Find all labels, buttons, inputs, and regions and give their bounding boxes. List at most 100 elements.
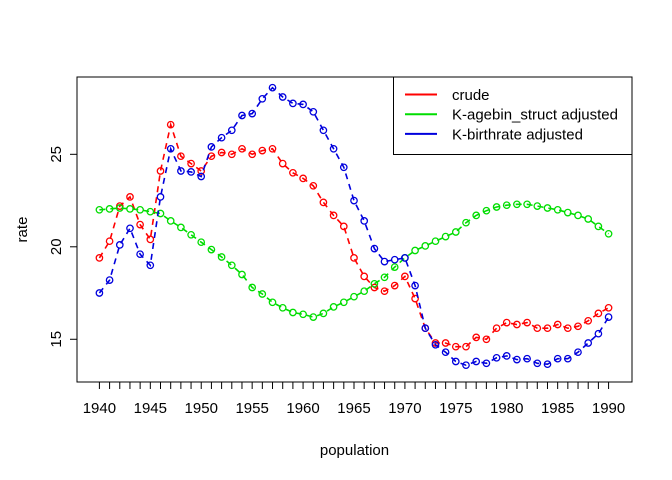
data-point-marker xyxy=(309,181,318,190)
data-point-marker xyxy=(289,99,297,108)
data-point-marker xyxy=(126,205,134,213)
data-point-marker xyxy=(462,218,470,227)
data-point-marker xyxy=(360,287,369,296)
data-point-marker xyxy=(401,272,409,281)
data-point-marker xyxy=(268,83,277,92)
data-point-marker xyxy=(227,261,236,270)
legend-label: K-agebin_struct adjusted xyxy=(452,107,618,124)
data-point-marker xyxy=(329,211,338,220)
data-point-marker xyxy=(492,324,501,333)
data-point-marker xyxy=(574,211,582,220)
data-point-marker xyxy=(594,309,603,318)
data-point-marker xyxy=(594,329,603,338)
data-point-marker xyxy=(502,318,511,327)
y-tick-label: 25 xyxy=(48,146,65,163)
data-point-marker xyxy=(370,283,379,292)
data-point-marker xyxy=(360,217,369,225)
data-point-marker xyxy=(217,148,226,157)
data-point-marker xyxy=(350,292,358,301)
data-point-marker xyxy=(543,204,552,212)
x-tick-label: 1970 xyxy=(388,400,421,417)
data-point-marker xyxy=(95,205,104,214)
x-tick-label: 1980 xyxy=(490,400,523,417)
data-point-marker xyxy=(563,354,572,363)
data-point-marker xyxy=(105,205,114,213)
data-point-marker xyxy=(299,310,307,319)
data-point-marker xyxy=(370,244,379,253)
data-point-marker xyxy=(289,168,297,177)
data-point-marker xyxy=(258,290,267,298)
data-point-marker xyxy=(227,126,236,135)
data-point-marker xyxy=(513,200,521,209)
data-point-marker xyxy=(411,281,419,290)
data-point-marker xyxy=(146,261,155,270)
x-tick-label: 1985 xyxy=(541,400,574,417)
data-point-marker xyxy=(390,255,399,264)
data-point-marker xyxy=(533,324,542,333)
data-point-marker xyxy=(197,172,206,181)
data-point-marker xyxy=(584,316,593,325)
data-point-marker xyxy=(370,279,379,288)
legend-box xyxy=(393,76,633,155)
data-point-marker xyxy=(472,211,481,220)
data-point-marker xyxy=(187,230,195,239)
data-point-marker xyxy=(451,357,460,366)
x-tick-label: 1965 xyxy=(337,400,370,417)
data-point-marker xyxy=(105,276,114,284)
data-point-marker xyxy=(462,361,470,370)
series-k-agebin-struct-adjusted xyxy=(95,200,613,321)
data-point-marker xyxy=(523,200,531,209)
data-point-marker xyxy=(574,322,582,331)
data-point-marker xyxy=(553,354,562,363)
legend-label: K-birthrate adjusted xyxy=(452,126,583,143)
data-point-marker xyxy=(553,320,562,329)
data-point-marker xyxy=(502,201,511,210)
x-tick-label: 1990 xyxy=(592,400,625,417)
x-tick-label: 1940 xyxy=(83,400,116,417)
data-point-marker xyxy=(441,348,450,357)
data-point-marker xyxy=(482,206,491,215)
data-point-marker xyxy=(248,283,257,292)
data-point-marker xyxy=(238,270,246,279)
data-point-marker xyxy=(431,237,440,246)
data-point-marker xyxy=(350,196,358,205)
data-point-marker xyxy=(533,202,542,210)
data-point-marker xyxy=(95,254,104,262)
legend-label: crude xyxy=(452,87,490,104)
x-tick-label: 1960 xyxy=(286,400,319,417)
data-point-marker xyxy=(258,94,267,103)
data-point-marker xyxy=(553,205,562,214)
data-point-marker xyxy=(390,281,399,290)
data-point-marker xyxy=(492,203,501,211)
data-point-marker xyxy=(584,215,593,223)
data-point-marker xyxy=(421,324,430,333)
y-tick-label: 15 xyxy=(48,331,65,348)
series-k-birthrate-adjusted xyxy=(95,83,613,370)
data-point-marker xyxy=(472,357,481,366)
data-point-marker xyxy=(441,339,450,347)
data-point-marker xyxy=(502,352,511,360)
data-point-marker xyxy=(319,126,328,135)
data-point-marker xyxy=(289,308,297,317)
x-tick-label: 1955 xyxy=(235,400,268,417)
data-point-marker xyxy=(451,342,460,351)
plot-box xyxy=(76,76,633,383)
data-point-marker xyxy=(227,150,236,159)
data-point-marker xyxy=(329,144,338,153)
data-point-marker xyxy=(146,235,155,244)
data-point-marker xyxy=(126,193,134,201)
legend-entry: crude xyxy=(405,87,490,104)
data-point-marker xyxy=(533,359,542,368)
data-point-marker xyxy=(299,100,307,109)
data-point-marker xyxy=(197,238,206,247)
data-point-marker xyxy=(563,324,572,333)
series-line xyxy=(99,203,610,318)
data-point-marker xyxy=(166,144,175,153)
data-point-marker xyxy=(482,335,491,344)
legend: crude K-agebin_struct adjusted K-birthrate… xyxy=(393,76,633,155)
data-point-marker xyxy=(136,205,144,214)
data-point-marker xyxy=(95,289,104,297)
data-point-marker xyxy=(187,159,195,168)
